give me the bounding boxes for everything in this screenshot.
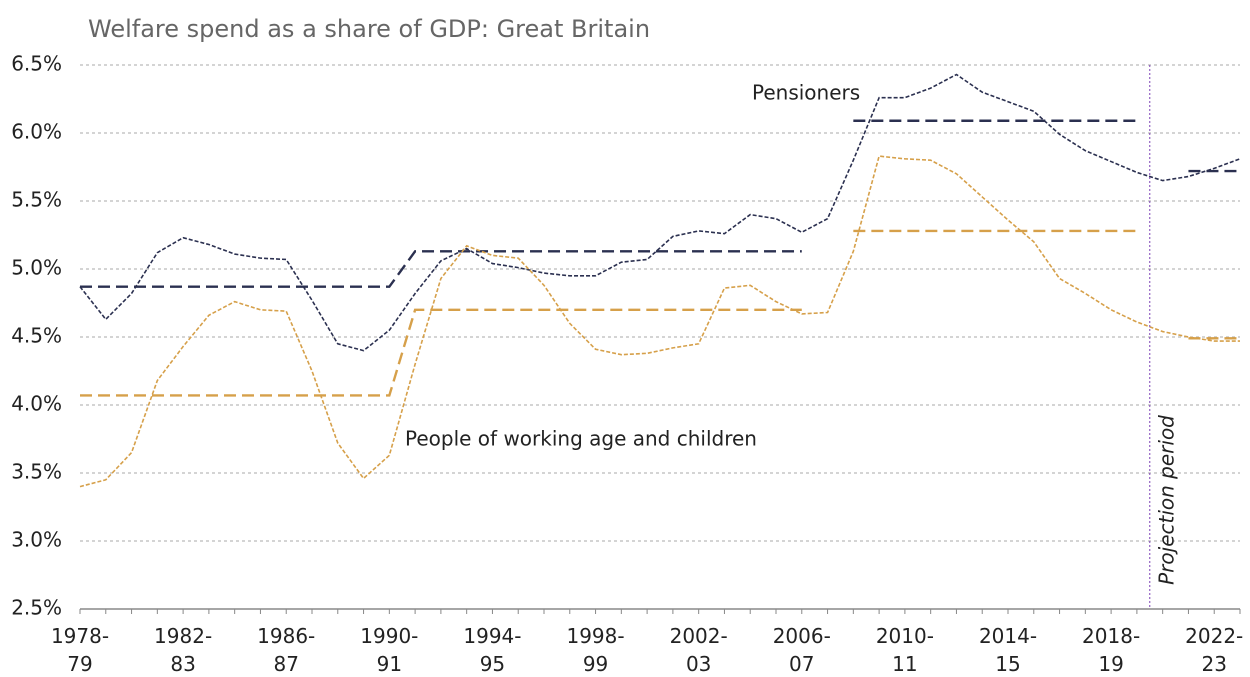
y-tick-label: 3.0% — [11, 528, 62, 552]
series-line — [79, 155, 1240, 488]
y-tick-label: 4.5% — [11, 324, 62, 348]
x-tick-label: 2006-07 — [773, 624, 831, 676]
x-tick-label: 2018-19 — [1082, 624, 1140, 676]
x-tick-label: 1994-95 — [463, 624, 521, 676]
y-tick-label: 3.5% — [11, 460, 62, 484]
y-tick-label: 2.5% — [11, 596, 62, 620]
y-tick-label: 4.0% — [11, 392, 62, 416]
x-tick-label: 2014-15 — [979, 624, 1037, 676]
x-tick-label: 1978-79 — [51, 624, 109, 676]
y-tick-label: 5.0% — [11, 256, 62, 280]
x-tick-label: 1982-83 — [154, 624, 212, 676]
x-tick-label: 1990-91 — [360, 624, 418, 676]
y-tick-label: 5.5% — [11, 188, 62, 212]
series-line — [79, 73, 1241, 352]
series-label: People of working age and children — [405, 427, 757, 451]
projection-label: Projection period — [1154, 415, 1178, 585]
x-tick-label: 2010-11 — [876, 624, 934, 676]
average-line — [80, 229, 1240, 397]
x-tick-label: 2002-03 — [670, 624, 728, 676]
y-tick-label: 6.0% — [11, 120, 62, 144]
x-tick-label: 1986-87 — [257, 624, 315, 676]
x-tick-label: 2022-23 — [1185, 624, 1243, 676]
x-tick-label: 1998-99 — [566, 624, 624, 676]
y-tick-label: 6.5% — [11, 52, 62, 76]
chart-title: Welfare spend as a share of GDP: Great B… — [88, 15, 650, 43]
average-line — [80, 119, 1240, 288]
series-label: Pensioners — [752, 81, 860, 105]
